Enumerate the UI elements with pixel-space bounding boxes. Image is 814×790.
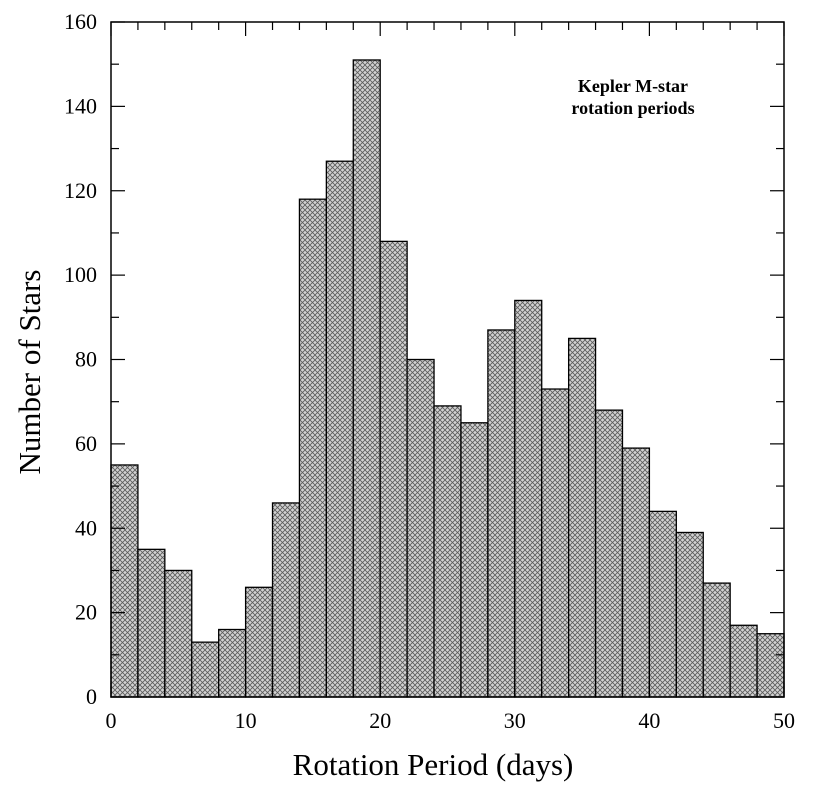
bar-44-46 (702, 582, 731, 698)
bar-40-42 (648, 510, 677, 698)
x-tick-label-0: 0 (106, 708, 117, 733)
bar-38-40 (621, 447, 651, 698)
bar-36-38 (594, 409, 624, 698)
y-tick-label-80: 80 (75, 347, 97, 372)
y-tick-label-100: 100 (64, 262, 97, 287)
y-axis-title: Number of Stars (12, 270, 47, 475)
bar-16-18 (325, 160, 354, 698)
bar-46-48 (729, 624, 758, 698)
bar-0-2 (110, 464, 139, 698)
bar-28-30 (487, 329, 516, 698)
x-tick-label-20: 20 (369, 708, 391, 733)
bar-14-16 (298, 198, 328, 698)
y-tick-label-60: 60 (75, 431, 97, 456)
bar-32-34 (541, 388, 570, 698)
x-tick-label-40: 40 (638, 708, 660, 733)
annotation-line-1: Kepler M-star (578, 76, 688, 96)
bar-2-4 (137, 548, 166, 698)
x-tick-label-50: 50 (773, 708, 795, 733)
tick-labels-group: 0 10 20 30 40 50 0 20 40 60 80 100 120 140 160 (64, 9, 795, 733)
bar-8-10 (218, 628, 247, 698)
y-tick-label-140: 140 (64, 93, 97, 118)
bar-30-32 (514, 299, 543, 698)
bar-26-28 (460, 422, 489, 698)
y-tick-label-160: 160 (64, 9, 97, 34)
bar-48-50 (756, 633, 785, 698)
bar-4-6 (164, 569, 193, 698)
bar-34-36 (567, 337, 597, 698)
bar-12-14 (271, 502, 301, 698)
y-tick-label-20: 20 (75, 600, 97, 625)
bar-10-12 (244, 586, 274, 698)
x-tick-label-30: 30 (504, 708, 526, 733)
ticks-group (110, 21, 785, 698)
bars-group (110, 59, 785, 698)
bar-42-44 (675, 531, 704, 698)
bar-6-8 (191, 641, 220, 698)
y-tick-label-0: 0 (86, 684, 97, 709)
bar-24-26 (433, 405, 462, 698)
bar-18-20 (352, 59, 381, 698)
bar-20-22 (379, 240, 408, 698)
y-tick-label-40: 40 (75, 515, 97, 540)
x-axis-title: Rotation Period (days) (293, 747, 574, 782)
annotation-line-2: rotation periods (571, 98, 694, 118)
y-tick-label-120: 120 (64, 178, 97, 203)
x-tick-label-10: 10 (235, 708, 257, 733)
bar-22-24 (406, 358, 435, 698)
